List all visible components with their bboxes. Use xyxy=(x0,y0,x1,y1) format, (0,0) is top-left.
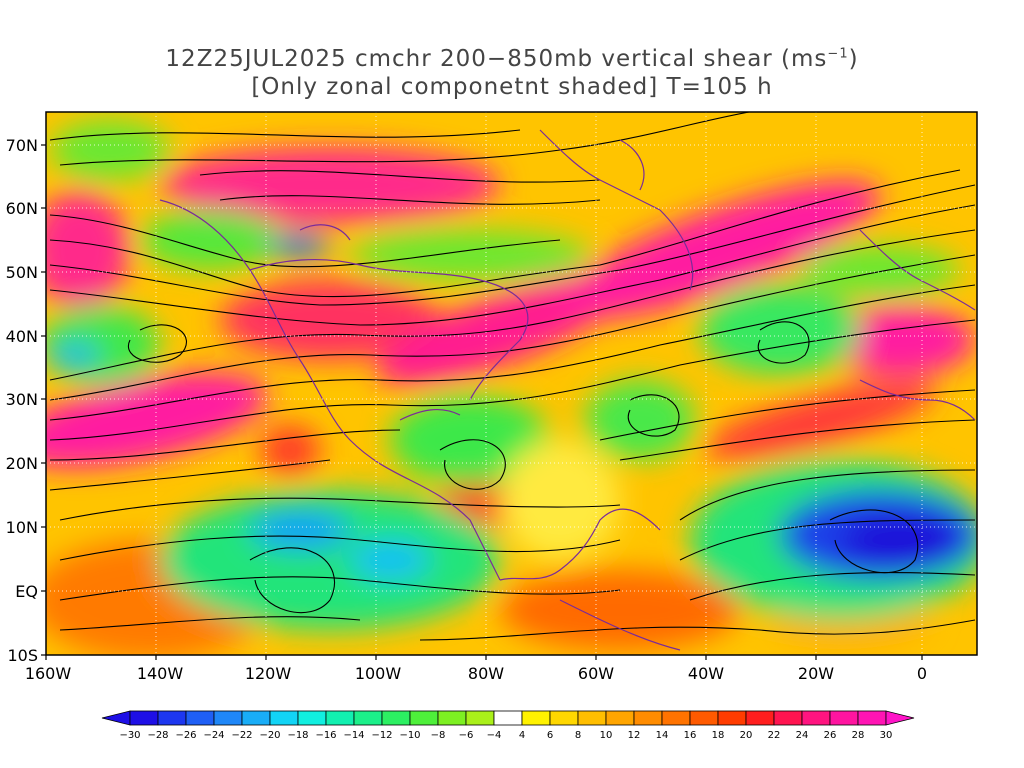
colorbar-swatch xyxy=(633,710,663,726)
colorbar-label: −12 xyxy=(371,730,392,741)
colorbar-swatch xyxy=(521,710,551,726)
map-title-line2: [Only zonal componetnt shaded] T=105 h xyxy=(251,74,773,100)
colorbar-label: 12 xyxy=(628,730,641,741)
colorbar-label: −28 xyxy=(147,730,168,741)
colorbar-swatch xyxy=(185,710,215,726)
lat-label: 30N xyxy=(6,390,38,409)
lon-label: 60W xyxy=(578,664,614,683)
colorbar-label: 4 xyxy=(519,730,525,741)
colorbar-swatch xyxy=(409,710,439,726)
colorbar-label: −18 xyxy=(287,730,308,741)
colorbar-swatch xyxy=(661,710,691,726)
colorbar-label: 14 xyxy=(656,730,669,741)
colorbar-label: 20 xyxy=(740,730,753,741)
lat-label: 10N xyxy=(6,518,38,537)
colorbar-label: 26 xyxy=(824,730,837,741)
colorbar-swatch xyxy=(745,710,775,726)
colorbar-label: 24 xyxy=(796,730,809,741)
colorbar-swatch xyxy=(437,710,467,726)
colorbar-label: −30 xyxy=(119,730,140,741)
colorbar-label: 30 xyxy=(880,730,893,741)
colorbar-swatch xyxy=(857,710,887,726)
colorbar-label: 6 xyxy=(547,730,553,741)
colorbar-label: −6 xyxy=(459,730,474,741)
colorbar-label: 8 xyxy=(575,730,581,741)
lat-label: 60N xyxy=(6,199,38,218)
lon-label: 160W xyxy=(25,664,72,683)
colorbar-swatch xyxy=(801,710,831,726)
colorbar-label: 16 xyxy=(684,730,697,741)
colorbar-swatch xyxy=(493,710,523,726)
colorbar-label: −4 xyxy=(487,730,502,741)
colorbar-label: 18 xyxy=(712,730,725,741)
colorbar-label: −26 xyxy=(175,730,196,741)
colorbar-swatch xyxy=(689,710,719,726)
lat-label: 10S xyxy=(7,646,38,665)
lat-label: 70N xyxy=(6,136,38,155)
colorbar-arrow-high xyxy=(885,710,915,726)
colorbar-swatch xyxy=(381,710,411,726)
colorbar-label: −16 xyxy=(315,730,336,741)
map-title-line1: 12Z25JUL2025 cmchr 200−850mb vertical sh… xyxy=(165,46,859,72)
colorbar-arrow-low xyxy=(101,710,131,726)
colorbar-label: −14 xyxy=(343,730,364,741)
coastlines xyxy=(159,129,976,651)
lon-label: 100W xyxy=(355,664,402,683)
colorbar-label: 22 xyxy=(768,730,781,741)
colorbar-swatch xyxy=(773,710,803,726)
lat-label: 50N xyxy=(6,263,38,282)
lon-label: 40W xyxy=(688,664,724,683)
colorbar-swatch xyxy=(213,710,243,726)
colorbar-swatch xyxy=(129,710,159,726)
colorbar-label: −20 xyxy=(259,730,280,741)
shaded-field xyxy=(46,112,977,655)
colorbar-swatch xyxy=(465,710,495,726)
colorbar-swatch xyxy=(353,710,383,726)
colorbar-swatch xyxy=(829,710,859,726)
latitude-axis: 70N 60N 50N 40N 30N 20N 10N EQ 10S xyxy=(6,136,46,665)
colorbar-label: −24 xyxy=(203,730,224,741)
streamlines xyxy=(49,112,976,641)
lon-label: 20W xyxy=(798,664,834,683)
colorbar-label: 28 xyxy=(852,730,865,741)
colorbar: −30 −28 −26 −24 −22 −20 −18 −16 −14 −12 −10 −8 −6 −4 4… xyxy=(101,710,915,741)
map-frame xyxy=(45,111,978,656)
colorbar-label: −22 xyxy=(231,730,252,741)
colorbar-swatch xyxy=(325,710,355,726)
lon-label: 120W xyxy=(245,664,292,683)
lat-label: EQ xyxy=(15,582,38,601)
lon-label: 140W xyxy=(137,664,184,683)
colorbar-label: 10 xyxy=(600,730,613,741)
colorbar-swatch xyxy=(549,710,579,726)
longitude-axis: 160W 140W 120W 100W 80W 60W 40W 20W 0 xyxy=(25,655,927,683)
colorbar-swatch xyxy=(577,710,607,726)
lat-label: 40N xyxy=(6,327,38,346)
colorbar-swatch xyxy=(605,710,635,726)
lon-label: 0 xyxy=(917,664,927,683)
colorbar-swatch xyxy=(717,710,747,726)
colorbar-label: −8 xyxy=(431,730,446,741)
colorbar-swatch xyxy=(157,710,187,726)
lon-label: 80W xyxy=(468,664,504,683)
colorbar-label: −10 xyxy=(399,730,420,741)
colorbar-swatch xyxy=(269,710,299,726)
colorbar-swatch xyxy=(297,710,327,726)
colorbar-swatch xyxy=(241,710,271,726)
lat-label: 20N xyxy=(6,454,38,473)
